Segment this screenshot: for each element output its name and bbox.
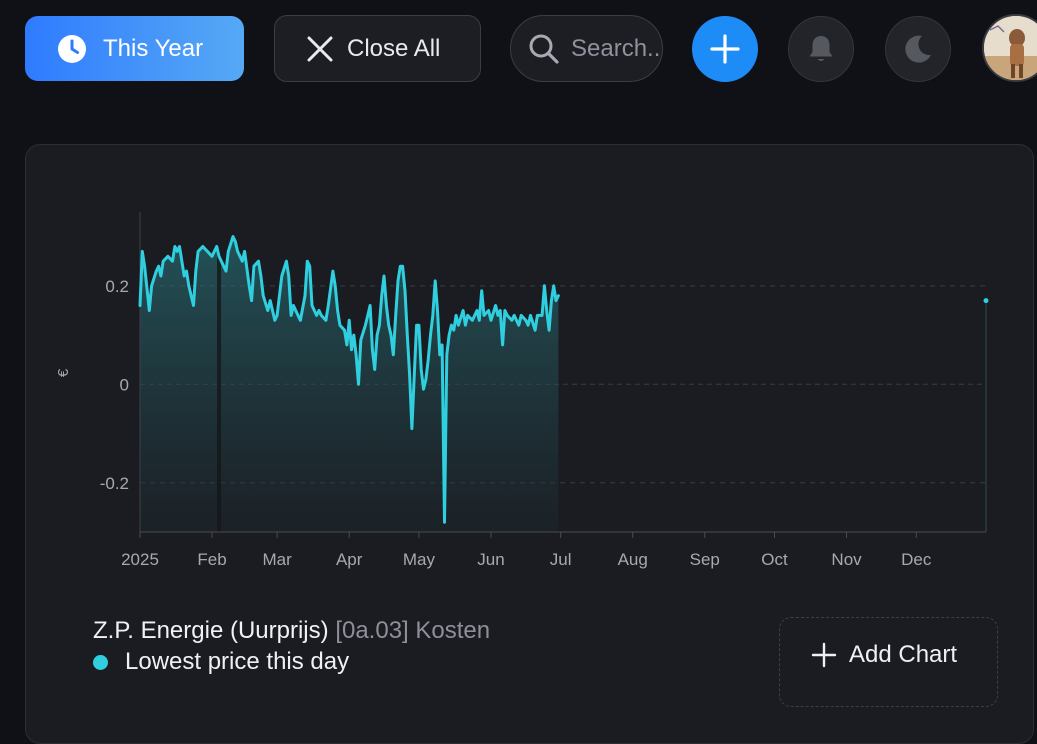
search-icon — [529, 34, 559, 64]
y-tick-label: -0.2 — [100, 474, 129, 493]
x-tick-label: Apr — [336, 550, 363, 569]
bell-icon — [809, 36, 833, 61]
end-point — [983, 298, 989, 304]
series-area — [140, 236, 559, 532]
x-tick-label: Jun — [477, 550, 504, 569]
x-tick-label: Aug — [618, 550, 648, 569]
data-gap — [217, 251, 222, 532]
theme-toggle-button[interactable] — [885, 16, 951, 82]
plus-icon — [811, 642, 837, 668]
entity-name: Z.P. Energie (Uurprijs) — [93, 617, 329, 644]
x-tick-label: Mar — [262, 550, 292, 569]
x-tick-label: Feb — [197, 550, 226, 569]
legend-item[interactable]: Lowest price this day — [93, 648, 349, 676]
period-selector-label: This Year — [103, 34, 204, 62]
price-chart: 0.2 0 -0.2 €2025 Feb Mar Apr May Jun Jul Aug Sep Oct… — [55, 212, 989, 569]
entity-subtitle: [0a.03] Kosten — [335, 617, 491, 644]
x-tick-label: 2025 — [121, 550, 159, 569]
close-all-label: Close All — [347, 34, 441, 62]
series-line — [138, 235, 560, 524]
moon-icon — [905, 35, 931, 63]
x-tick-label: Sep — [690, 550, 720, 569]
add-chart-label: Add Chart — [849, 641, 958, 668]
x-tick-label: Dec — [901, 550, 932, 569]
close-all-button[interactable]: Close All — [274, 15, 481, 82]
notifications-button[interactable] — [788, 16, 854, 82]
add-button[interactable] — [692, 16, 758, 82]
user-photo — [984, 16, 1037, 80]
x-tick-label: Nov — [831, 550, 862, 569]
x-tick-label: May — [403, 550, 436, 569]
chart-legend-title: Z.P. Energie (Uurprijs) [0a.03] Kosten — [93, 617, 490, 645]
x-tick-label: Jul — [550, 550, 572, 569]
search-input[interactable] — [571, 34, 661, 63]
plus-icon — [710, 34, 740, 64]
y-tick-label: 0.2 — [105, 277, 129, 296]
clock-icon — [58, 34, 86, 63]
y-axis-label: € — [55, 368, 72, 377]
close-icon — [307, 36, 333, 61]
series-color-dot — [93, 654, 108, 670]
search-box[interactable] — [510, 15, 663, 82]
add-chart-button[interactable]: Add Chart — [779, 617, 998, 707]
series-label: Lowest price this day — [125, 648, 350, 675]
period-selector-button[interactable]: This Year — [25, 16, 244, 81]
y-tick-label: 0 — [120, 375, 129, 394]
avatar[interactable] — [982, 14, 1037, 82]
x-tick-label: Oct — [761, 550, 788, 569]
